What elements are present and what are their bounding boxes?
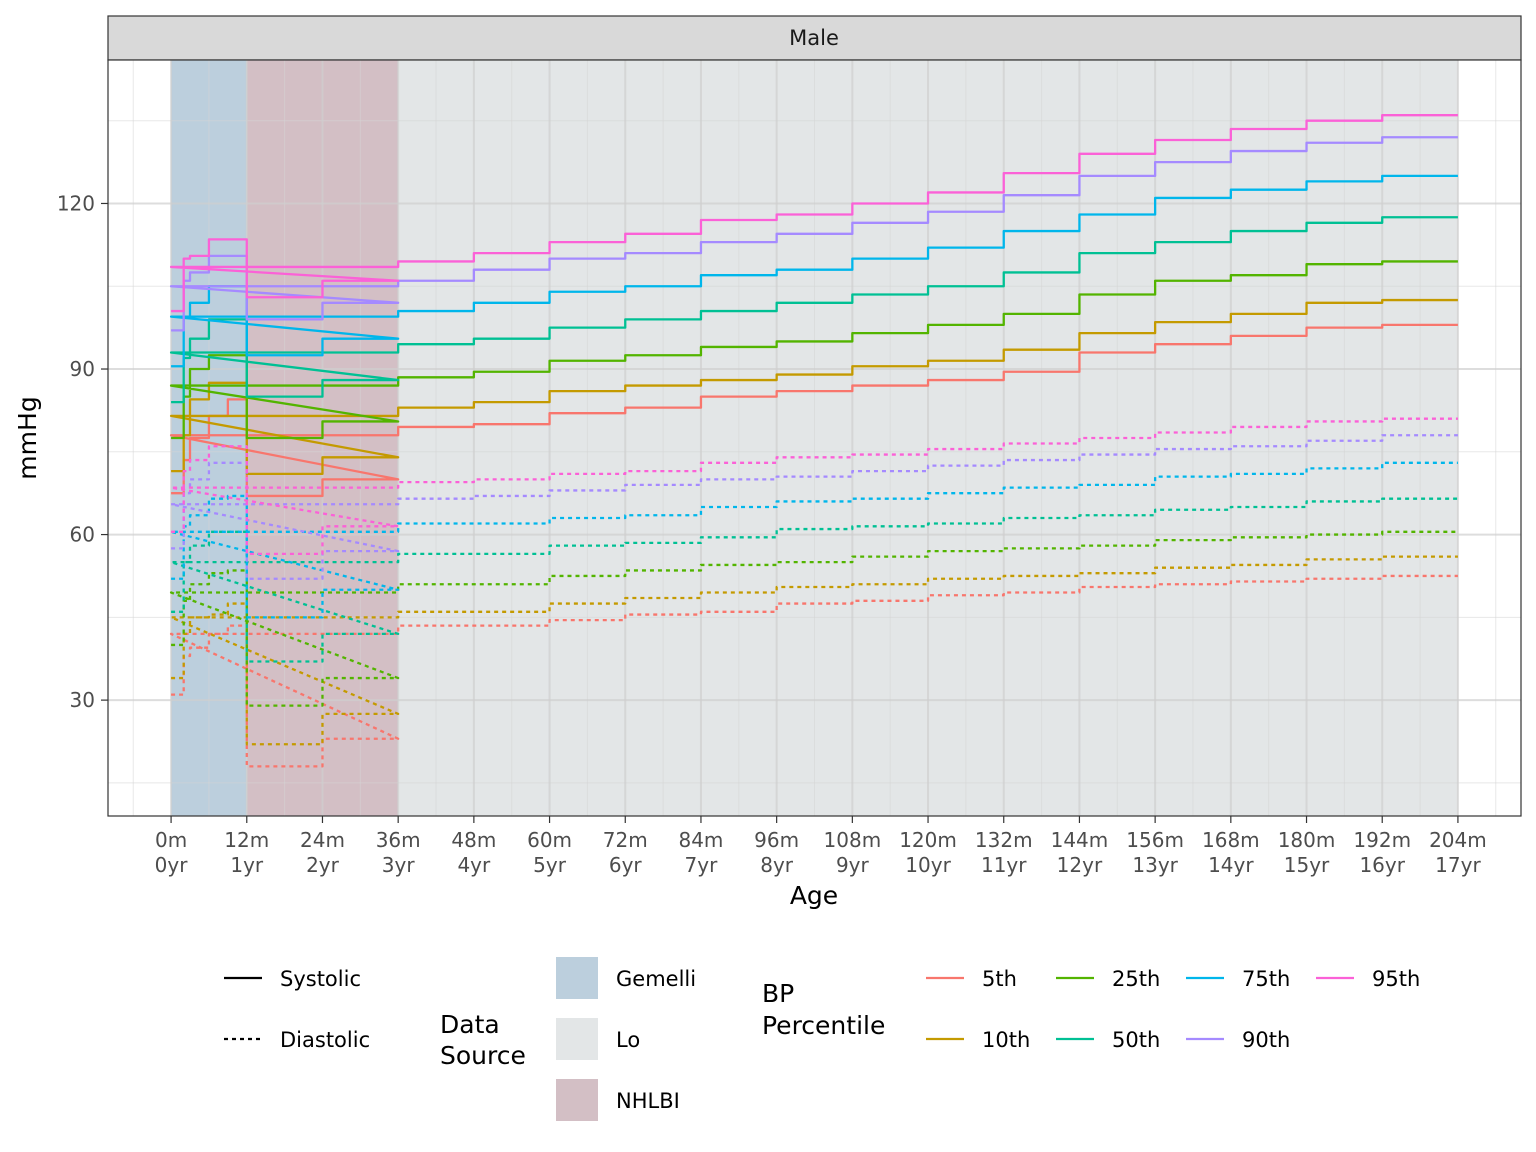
legend-title-bp-percentile-line1: BP (762, 979, 794, 1008)
legend-label-diastolic: Diastolic (280, 1028, 370, 1052)
x-axis-tick-label-years: 6yr (609, 853, 643, 877)
y-axis-tick-label: 90 (70, 357, 95, 381)
x-axis-tick-label-months: 24m (300, 828, 345, 852)
x-axis-tick-label-months: 60m (527, 828, 572, 852)
series-line-diastolic-25th (169, 530, 1458, 707)
x-axis-tick-label-months: 192m (1353, 828, 1411, 852)
facet-strip: Male (107, 15, 1522, 61)
x-axis-tick-label-years: 13yr (1132, 853, 1178, 877)
x-axis-tick-label-months: 108m (824, 828, 882, 852)
x-axis-tick-label-years: 17yr (1435, 853, 1481, 877)
x-axis-tick-label-years: 3yr (382, 853, 416, 877)
y-axis-tick-label: 60 (70, 523, 95, 547)
legend-bp-percentile: BP Percentile 5th 10th 25th 50th 75th 90… (762, 967, 1420, 1052)
series-line-systolic-5th (169, 323, 1458, 498)
x-axis-tick-label-years: 14yr (1208, 853, 1254, 877)
x-axis-tick-label-months: 48m (451, 828, 496, 852)
series-lines (169, 114, 1458, 768)
legend-label-50th: 50th (1112, 1028, 1160, 1052)
series-line-diastolic-75th (169, 461, 1458, 619)
x-axis-tick-label-years: 1yr (230, 853, 264, 877)
legend-swatch-gemelli (556, 957, 598, 999)
legend-swatch-nhlbi (556, 1079, 598, 1121)
x-axis-tick-label-years: 2yr (306, 853, 340, 877)
x-axis-tick-label-months: 0m (155, 828, 187, 852)
plot-panel (107, 59, 1522, 817)
legend-data-source: Data Source Gemelli Lo NHLBI (440, 957, 696, 1121)
series-line-systolic-50th (169, 216, 1458, 404)
x-axis-tick-label-months: 156m (1126, 828, 1184, 852)
x-axis-tick-label-years: 0yr (155, 853, 189, 877)
y-axis-title: mmHg (13, 396, 42, 479)
legend-title-data-source-line1: Data (440, 1010, 500, 1039)
x-axis-tick-label-years: 10yr (905, 853, 951, 877)
x-axis-tick-label-months: 132m (975, 828, 1033, 852)
series-line-diastolic-10th (169, 555, 1458, 746)
x-axis-tick-label-months: 36m (376, 828, 421, 852)
legend-label-90th: 90th (1242, 1028, 1290, 1052)
x-axis-tick-label-years: 12yr (1057, 853, 1103, 877)
x-axis-tick-label-months: 12m (224, 828, 269, 852)
x-axis-tick-label-years: 16yr (1359, 853, 1405, 877)
x-axis-tick-label-years: 15yr (1284, 853, 1330, 877)
legend-title-bp-percentile-line2: Percentile (762, 1011, 885, 1040)
x-axis-tick-label-years: 9yr (836, 853, 870, 877)
legend-label-nhlbi: NHLBI (616, 1089, 680, 1113)
series-line-systolic-95th (169, 114, 1458, 313)
legend-label-5th: 5th (982, 967, 1017, 991)
x-axis-tick-label-months: 96m (754, 828, 799, 852)
series-line-diastolic-5th (169, 574, 1458, 768)
facet-strip-background (107, 15, 1522, 61)
plot-panel-border (107, 59, 1522, 817)
y-axis: 30 60 90 120 (57, 191, 108, 712)
legend: Systolic Diastolic Data Source Gemelli L… (224, 957, 1420, 1121)
legend-label-systolic: Systolic (280, 967, 361, 991)
legend-label-75th: 75th (1242, 967, 1290, 991)
legend-label-95th: 95th (1372, 967, 1420, 991)
x-axis-tick-label-months: 204m (1429, 828, 1487, 852)
x-axis-tick-label-months: 168m (1202, 828, 1260, 852)
x-axis-tick-label-months: 72m (603, 828, 648, 852)
legend-label-25th: 25th (1112, 967, 1160, 991)
x-axis-tick-label-months: 144m (1051, 828, 1109, 852)
series-line-systolic-10th (169, 298, 1458, 476)
legend-swatch-lo (556, 1018, 598, 1060)
series-line-systolic-90th (169, 136, 1458, 332)
legend-label-lo: Lo (616, 1028, 640, 1052)
x-axis-title: Age (790, 881, 838, 910)
y-axis-tick-label: 30 (70, 688, 95, 712)
x-axis-tick-label-months: 120m (899, 828, 957, 852)
x-axis-tick-label-years: 5yr (533, 853, 567, 877)
x-axis-tick-label-months: 84m (678, 828, 723, 852)
legend-label-gemelli: Gemelli (616, 967, 696, 991)
series-line-systolic-25th (169, 260, 1458, 440)
legend-linetype: Systolic Diastolic (224, 967, 370, 1052)
x-axis-tick-label-years: 11yr (981, 853, 1027, 877)
x-axis-tick-label-years: 7yr (685, 853, 719, 877)
x-axis-tick-label-months: 180m (1278, 828, 1336, 852)
y-axis-tick-label: 120 (57, 191, 95, 215)
legend-title-data-source-line2: Source (440, 1041, 526, 1070)
x-axis-tick-label-years: 4yr (457, 853, 491, 877)
series-line-diastolic-90th (169, 434, 1458, 580)
x-axis-tick-label-years: 8yr (760, 853, 794, 877)
facet-strip-label: Male (789, 26, 839, 50)
legend-label-10th: 10th (982, 1028, 1030, 1052)
